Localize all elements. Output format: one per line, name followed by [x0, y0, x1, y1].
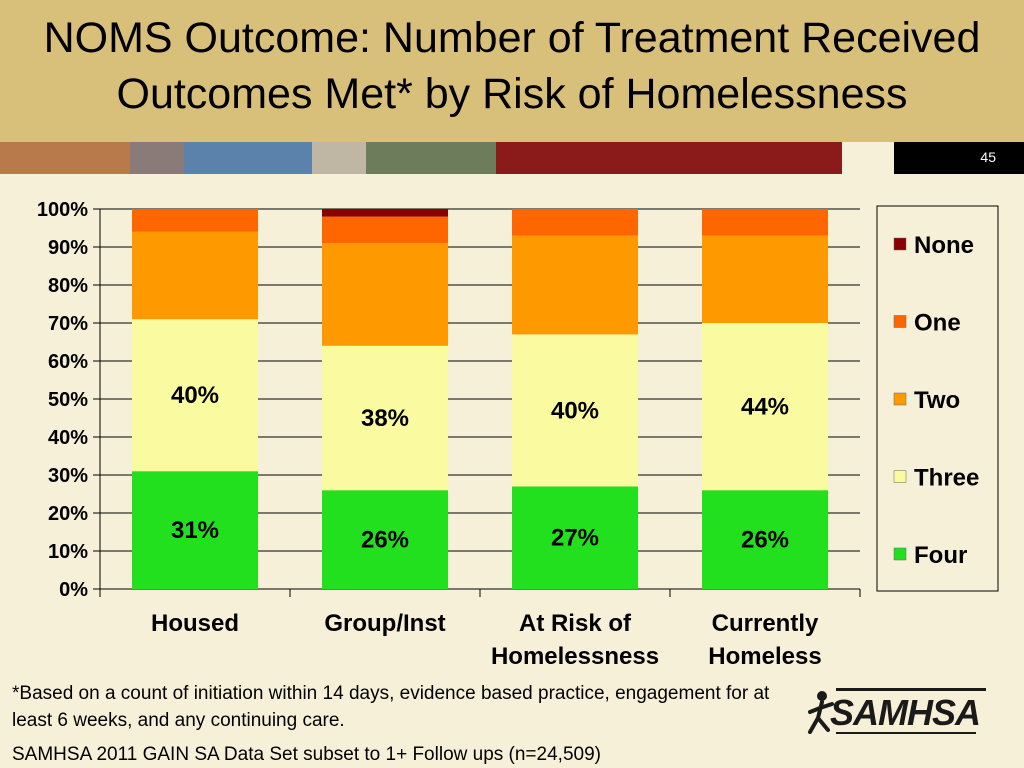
y-tick-label: 100%	[37, 199, 88, 221]
y-tick-label: 20%	[48, 503, 88, 525]
slide-number: 45	[980, 149, 996, 165]
legend-swatch	[893, 392, 907, 406]
legend-swatch	[893, 315, 907, 328]
title-banner: NOMS Outcome: Number of Treatment Receiv…	[0, 0, 1024, 142]
y-tick-label: 60%	[48, 351, 88, 373]
y-tick-label: 70%	[48, 313, 88, 335]
bar-segment-none	[322, 209, 448, 217]
bar-segment-four	[322, 490, 448, 589]
data-label: 31%	[171, 517, 219, 544]
x-category-label: At Risk of	[519, 610, 632, 637]
data-label: 40%	[551, 397, 599, 424]
logo-rule-bottom	[836, 732, 976, 734]
x-category-label: Currently	[712, 610, 819, 637]
stripe-segment	[184, 142, 312, 174]
stripe-segment	[312, 142, 366, 174]
data-label: 38%	[361, 405, 409, 432]
bar-segment-four	[132, 471, 258, 589]
legend-label: Two	[914, 387, 960, 414]
data-label: 26%	[741, 527, 789, 554]
legend-swatch	[893, 470, 907, 483]
bar-segment-three	[702, 323, 828, 491]
running-figure-icon	[808, 691, 834, 734]
y-tick-label: 10%	[48, 541, 88, 563]
y-tick-label: 40%	[48, 427, 88, 449]
bar-segment-two	[702, 235, 828, 323]
bar-segment-three	[322, 345, 448, 491]
bar-segment-three	[132, 319, 258, 472]
legend-label: Four	[914, 542, 967, 569]
x-category-label: Housed	[151, 610, 239, 637]
logo-wordmark: SAMHSA	[830, 692, 981, 733]
stripe-segment	[366, 142, 496, 174]
bar-segment-four	[512, 486, 638, 589]
y-tick-label: 90%	[48, 237, 88, 259]
stripe-segment	[0, 142, 130, 174]
bar-segment-two	[512, 235, 638, 335]
x-category-label: Homelessness	[491, 643, 659, 670]
y-tick-label: 80%	[48, 275, 88, 297]
color-stripe	[0, 142, 1024, 174]
legend-label: Three	[914, 465, 979, 492]
data-label: 44%	[741, 394, 789, 421]
legend-label: One	[914, 310, 961, 337]
stripe-segment	[130, 142, 184, 174]
y-tick-label: 50%	[48, 389, 88, 411]
data-label: 26%	[361, 527, 409, 554]
bar-segment-four	[702, 490, 828, 589]
stripe-segment	[894, 142, 1024, 174]
stripe-segment	[496, 142, 842, 174]
x-category-label: Group/Inst	[324, 610, 445, 637]
stripe-segment	[842, 142, 894, 174]
bar-segment-three	[512, 334, 638, 487]
slide-title: NOMS Outcome: Number of Treatment Receiv…	[43, 14, 981, 118]
y-tick-label: 0%	[59, 579, 88, 601]
data-label: 27%	[551, 525, 599, 552]
bar-segment-two	[322, 243, 448, 346]
bar-segment-one	[512, 209, 638, 236]
logo-rule-top	[836, 688, 986, 691]
bar-segment-one	[702, 209, 828, 236]
source-note: SAMHSA 2011 GAIN SA Data Set subset to 1…	[12, 744, 601, 765]
legend-swatch	[893, 547, 907, 561]
x-category-label: Homeless	[708, 643, 821, 670]
bar-segment-one	[322, 216, 448, 244]
legend-label: None	[914, 232, 974, 259]
legend-swatch	[893, 237, 907, 251]
data-label: 40%	[171, 382, 219, 409]
bar-segment-two	[132, 231, 258, 320]
y-tick-label: 30%	[48, 465, 88, 487]
stacked-bar-chart: 0% 10% 20% 30% 40% 50% 60% 70% 80% 90% 100% 31% 40% H…	[37, 199, 999, 670]
samhsa-logo: SAMHSA	[806, 686, 986, 742]
footnote: *Based on a count of initiation within 1…	[12, 683, 770, 731]
bar-segment-one	[132, 209, 258, 232]
